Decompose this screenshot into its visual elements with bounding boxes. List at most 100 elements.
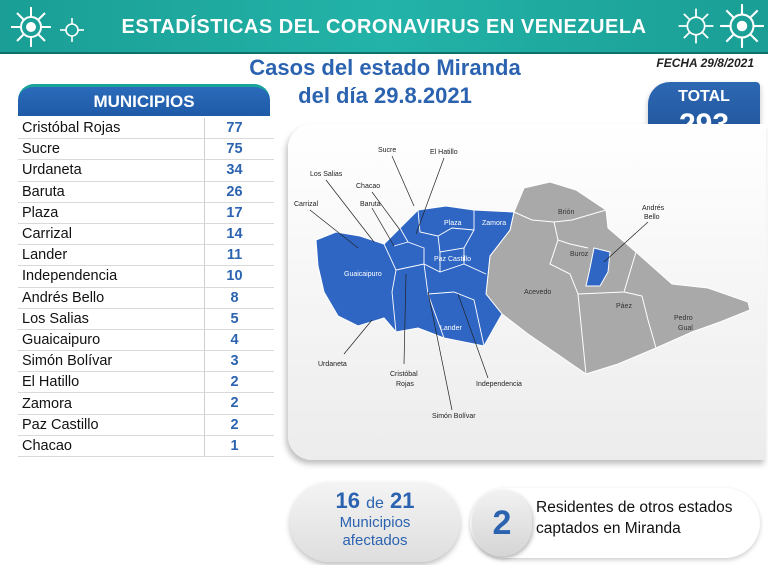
row-value: 2	[204, 393, 264, 414]
afectados-count: 16 de 21	[290, 488, 460, 514]
map-label-cristobal-rojas-1: Cristóbal	[390, 371, 418, 378]
table-row: Plaza 17	[18, 202, 274, 224]
map-label-independencia: Independencia	[476, 381, 522, 388]
row-value: 10	[204, 266, 264, 287]
report-subtitle: Casos del estado Miranda del día 29.8.20…	[235, 54, 535, 110]
row-value: 5	[204, 308, 264, 329]
table-row: Urdaneta 34	[18, 160, 274, 182]
header-banner: ESTADÍSTICAS DEL CORONAVIRUS EN VENEZUEL…	[0, 0, 768, 54]
table-row: Cristóbal Rojas 77	[18, 118, 274, 140]
virus-icon	[60, 18, 84, 42]
row-name: Urdaneta	[22, 162, 82, 179]
row-name: Andrés Bello	[22, 289, 105, 306]
map-region-andres-bello	[585, 247, 611, 287]
row-name: Los Salias	[22, 310, 89, 327]
map-label-andres-bello-1: Andrés	[642, 205, 665, 212]
row-value: 77	[204, 118, 264, 139]
map-label-simon-bolivar: Simón Bolívar	[432, 413, 476, 420]
map-label-plaza: Plaza	[444, 220, 462, 227]
table-row: Andrés Bello 8	[18, 287, 274, 309]
map-label-sucre: Sucre	[378, 147, 396, 154]
map-label-lander: Lander	[440, 325, 462, 332]
map-label-paz-castillo: Paz Castillo	[434, 256, 471, 263]
afectados-of: de	[366, 495, 384, 512]
map-label-brion: Brión	[558, 209, 574, 216]
map-label-chacao: Chacao	[356, 183, 380, 190]
row-value: 8	[204, 287, 264, 308]
row-value: 14	[204, 223, 264, 245]
map-label-acevedo: Acevedo	[524, 289, 551, 296]
row-name: Lander	[22, 247, 68, 264]
table-row: Guaicaipuro 4	[18, 329, 274, 352]
row-name: Carrizal	[22, 226, 72, 243]
row-name: Sucre	[22, 141, 60, 158]
map-label-los-salias: Los Salias	[310, 171, 343, 178]
afectados-line-1: Municipios	[339, 514, 411, 531]
table-row: Zamora 2	[18, 393, 274, 415]
row-name: Independencia	[22, 268, 118, 285]
table-row: Independencia 10	[18, 266, 274, 288]
page-title: ESTADÍSTICAS DEL CORONAVIRUS EN VENEZUEL…	[121, 16, 647, 38]
row-value: 3	[204, 351, 264, 372]
table-row: Baruta 26	[18, 181, 274, 203]
municipios-header: MUNICIPIOS	[18, 84, 270, 116]
map-label-andres-bello-2: Bello	[644, 214, 660, 221]
map-label-buroz: Buroz	[570, 251, 589, 258]
municipios-afectados-badge: 16 de 21 Municipios afectados	[290, 482, 460, 562]
table-row: Lander 11	[18, 245, 274, 267]
table-row: Los Salias 5	[18, 308, 274, 330]
row-value: 11	[204, 245, 264, 266]
miranda-map: Plaza Zamora Guaicaipuro Paz Castillo La…	[294, 147, 751, 420]
table-row: Simón Bolívar 3	[18, 351, 274, 373]
subtitle-line-2: del día 29.8.2021	[298, 83, 472, 108]
residentes-count: 2	[472, 490, 532, 556]
afectados-line-2: afectados	[342, 532, 408, 549]
afectados-total: 21	[390, 488, 415, 513]
row-name: El Hatillo	[22, 374, 80, 391]
map-label-zamora: Zamora	[482, 220, 506, 227]
virus-icon	[720, 4, 764, 48]
map-label-cristobal-rojas-2: Rojas	[396, 381, 414, 388]
row-name: Cristóbal Rojas	[22, 120, 121, 137]
subtitle-line-1: Casos del estado Miranda	[249, 55, 521, 80]
residentes-text: Residentes de otros estados captados en …	[536, 499, 733, 537]
row-value: 34	[204, 160, 264, 181]
report-date: FECHA 29/8/2021	[656, 56, 754, 70]
map-label-urdaneta: Urdaneta	[318, 361, 347, 368]
row-name: Baruta	[22, 183, 65, 200]
table-row: Chacao 1	[18, 435, 274, 457]
table-row: Sucre 75	[18, 139, 274, 161]
map-label-carrizal: Carrizal	[294, 201, 319, 208]
table-row: Carrizal 14	[18, 223, 274, 246]
row-name: Zamora	[22, 395, 72, 412]
row-value: 26	[204, 181, 264, 202]
map-label-paez: Páez	[616, 303, 632, 310]
map-label-pedro-gual-1: Pedro	[674, 315, 693, 322]
row-value: 75	[204, 139, 264, 160]
row-value: 17	[204, 202, 264, 223]
total-label: TOTAL	[678, 88, 730, 105]
row-name: Simón Bolívar	[22, 353, 113, 370]
map-label-baruta: Baruta	[360, 201, 381, 208]
row-name: Plaza	[22, 204, 59, 221]
map-gray-borders	[513, 209, 657, 375]
row-value: 1	[204, 435, 264, 456]
row-name: Guaicaipuro	[22, 331, 101, 348]
map-label-el-hatillo: El Hatillo	[430, 149, 458, 156]
map-region-unaffected	[485, 181, 751, 375]
row-value: 4	[204, 329, 264, 351]
row-value: 2	[204, 414, 264, 435]
virus-icon	[678, 8, 714, 44]
row-value: 2	[204, 372, 264, 393]
virus-icon	[11, 7, 51, 47]
map-leader-lines	[309, 155, 649, 411]
table-row: El Hatillo 2	[18, 372, 274, 394]
map-label-pedro-gual-2: Gual	[678, 325, 693, 332]
afectados-number: 16	[335, 488, 360, 513]
row-name: Chacao	[22, 437, 72, 454]
table-row: Paz Castillo 2	[18, 414, 274, 436]
map-label-guaicaipuro: Guaicaipuro	[344, 271, 382, 278]
municipios-table: Cristóbal Rojas 77 Sucre 75 Urdaneta 34 Bar…	[18, 118, 274, 457]
map-blue-borders	[383, 209, 487, 347]
row-name: Paz Castillo	[22, 416, 99, 433]
